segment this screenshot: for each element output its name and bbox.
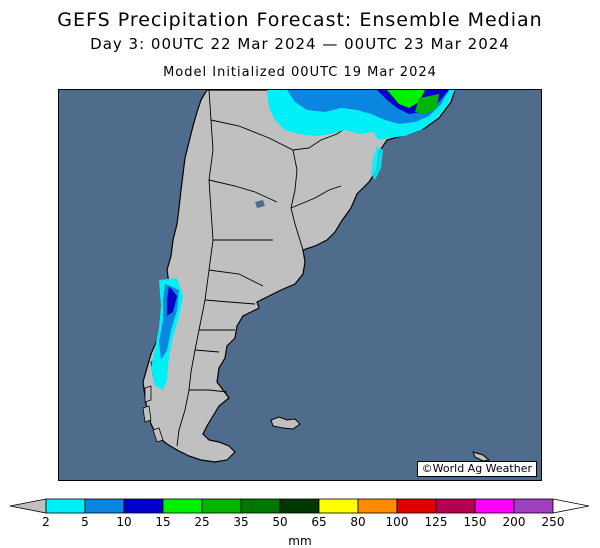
colorbar-swatch [474, 498, 515, 514]
colorbar-tick-label: 15 [155, 515, 170, 529]
colorbar-tick-label: 200 [503, 515, 526, 529]
colorbar-tick-label: 125 [425, 515, 448, 529]
precip-zone-darkgreen-coast [415, 94, 439, 114]
colorbar-labels: 2 5 10 15 25 35 50 65 80 100 125 150 200 250 [42, 515, 564, 529]
precipitation-map: ©World Ag Weather [58, 89, 542, 481]
map-canvas [142, 90, 491, 463]
valid-period: Day 3: 00UTC 22 Mar 2024 — 00UTC 23 Mar … [90, 35, 510, 53]
colorbar-tick-label: 100 [386, 515, 409, 529]
colorbar-tick-label: 150 [464, 515, 487, 529]
colorbar-swatch [396, 498, 437, 514]
colorbar-swatch [84, 498, 125, 514]
colorbar-under-arrow [9, 498, 47, 514]
colorbar-tick-label: 80 [350, 515, 365, 529]
colorbar-swatch [357, 498, 398, 514]
colorbar-tick-label: 10 [116, 515, 131, 529]
south-georgia-island [472, 451, 491, 462]
map-title: GEFS Precipitation Forecast: Ensemble Me… [57, 9, 543, 31]
colorbar-swatch [45, 498, 86, 514]
model-initialized: Model Initialized 00UTC 19 Mar 2024 [163, 65, 437, 80]
colorbar-swatch [162, 498, 203, 514]
falkland-islands [270, 416, 301, 430]
colorbar-tick-label: 35 [233, 515, 248, 529]
precip-zone-cyan-river-plate [371, 146, 383, 180]
precipitation-colorbar: 2 5 10 15 25 35 50 65 80 100 125 150 200 250 mm [9, 498, 590, 548]
colorbar-tick-label: 5 [81, 515, 89, 529]
colorbar-swatch [318, 498, 359, 514]
colorbar-tick-label: 2 [42, 515, 50, 529]
colorbar-swatch [123, 498, 164, 514]
colorbar-swatch [435, 498, 476, 514]
colorbar-tick-label: 250 [542, 515, 565, 529]
lake-mar-chiquita [255, 200, 265, 208]
precip-zone-darkblue-chile [167, 286, 177, 316]
colorbar-swatch [513, 498, 554, 514]
precip-zone-green-north [387, 90, 425, 108]
colorbar-swatch [201, 498, 242, 514]
colorbar-units: mm [288, 534, 311, 548]
colorbar-over-arrow [552, 498, 590, 514]
colorbar-tick-label: 65 [311, 515, 326, 529]
landmass-southern-south-america [142, 90, 456, 463]
colorbar-swatches [9, 498, 590, 514]
colorbar-swatch [279, 498, 320, 514]
colorbar-swatch [240, 498, 281, 514]
colorbar-tick-label: 50 [272, 515, 287, 529]
credit-label: ©World Ag Weather [416, 461, 537, 477]
colorbar-tick-label: 25 [194, 515, 209, 529]
